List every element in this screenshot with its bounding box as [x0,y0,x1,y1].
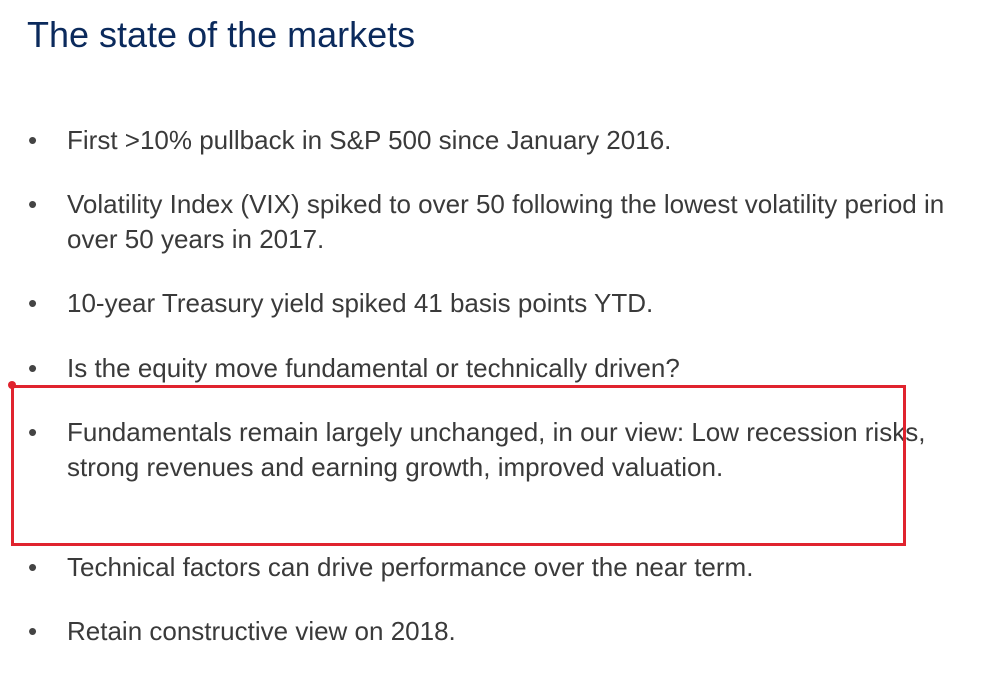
bullet-text: Fundamentals remain largely unchanged, i… [67,417,926,482]
bullet-text: First >10% pullback in S&P 500 since Jan… [67,125,672,155]
annotation-anchor-dot [8,381,16,389]
bullet-text: Volatility Index (VIX) spiked to over 50… [67,189,945,254]
bullet-text: Retain constructive view on 2018. [67,616,456,646]
bullet-icon: • [28,616,38,646]
bullet-icon: • [28,189,38,219]
bullet-icon: • [28,125,38,155]
bullet-icon: • [28,288,38,318]
bullet-icon: • [28,417,38,447]
slide-title: The state of the markets [27,14,416,55]
bullet-text: Is the equity move fundamental or techni… [67,353,680,383]
bullet-icon: • [28,552,38,582]
bullet-text: 10-year Treasury yield spiked 41 basis p… [67,288,654,318]
bullet-text: Technical factors can drive performance … [67,552,754,582]
bullet-icon: • [28,353,38,383]
